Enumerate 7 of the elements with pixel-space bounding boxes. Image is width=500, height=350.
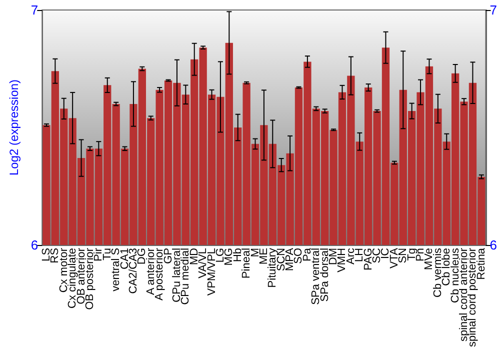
x-tick-label: OB posterior [84, 248, 96, 310]
x-tick-label: Tg [406, 248, 418, 261]
y2-tick-label: 7 [490, 2, 498, 18]
y2-tick-label: 6 [490, 237, 498, 252]
x-tick-label: Retina [475, 247, 488, 280]
x-tick-label: A posterior [154, 248, 166, 301]
y-axis-title: Log2 (expression) [7, 79, 21, 176]
